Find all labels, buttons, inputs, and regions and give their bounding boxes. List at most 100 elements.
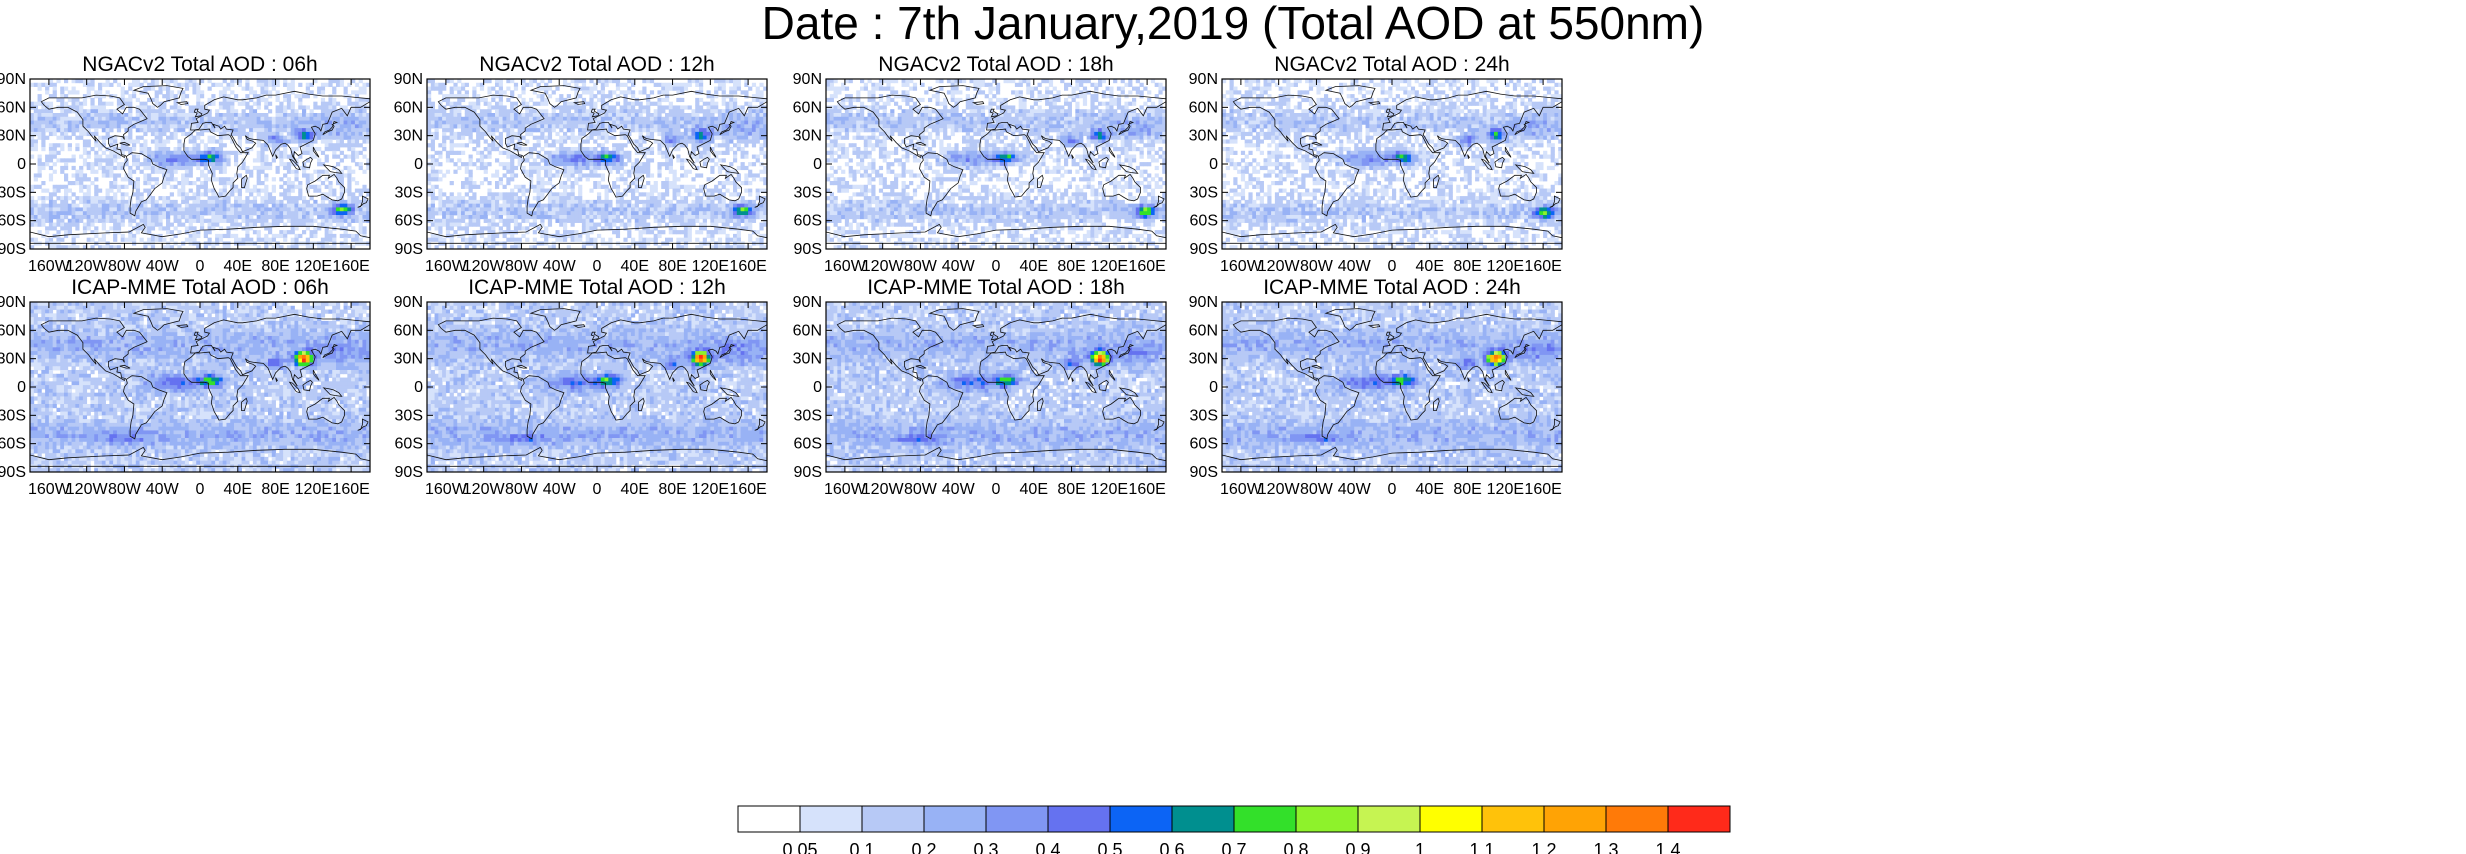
aod-cell — [461, 131, 466, 137]
aod-cell — [434, 120, 439, 125]
aod-cell — [649, 173, 655, 178]
aod-cell — [691, 199, 696, 205]
aod-cell — [184, 94, 190, 99]
aod-cell — [585, 150, 590, 155]
aod-cell — [245, 233, 250, 239]
aod-cell — [207, 79, 212, 84]
aod-cell — [56, 143, 61, 148]
aod-cell — [249, 97, 254, 103]
aod-cell — [449, 101, 454, 106]
aod-cell — [706, 109, 711, 114]
aod-cell — [691, 109, 696, 114]
aod-cell — [597, 113, 602, 118]
aod-cell — [457, 131, 462, 137]
aod-cell — [623, 192, 628, 197]
aod-cell — [324, 245, 329, 250]
aod-cell — [578, 177, 583, 182]
aod-cell — [215, 158, 220, 163]
aod-cell — [154, 79, 159, 84]
aod-cell — [665, 177, 670, 182]
aod-cell — [547, 192, 553, 197]
aod-cell — [683, 173, 689, 178]
aod-cell — [449, 211, 454, 216]
aod-cell — [513, 135, 519, 140]
aod-cell — [354, 94, 360, 99]
aod-cell — [320, 215, 326, 220]
aod-cell — [487, 90, 492, 95]
aod-cell — [166, 82, 171, 87]
aod-cell — [230, 150, 235, 155]
aod-cell — [483, 139, 488, 144]
aod-cell — [113, 177, 118, 182]
aod-cell — [298, 128, 303, 133]
aod-cell — [135, 124, 140, 129]
aod-cell — [230, 218, 235, 223]
aod-cell — [702, 158, 707, 163]
aod-cell — [309, 230, 314, 235]
aod-cell — [158, 116, 163, 121]
aod-cell — [502, 120, 507, 125]
aod-cell — [147, 154, 152, 159]
aod-cell — [672, 109, 677, 114]
aod-cell — [162, 113, 167, 118]
aod-cell — [79, 177, 84, 182]
aod-cell — [438, 113, 443, 118]
aod-cell — [309, 215, 314, 220]
aod-cell — [430, 109, 435, 114]
aod-cell — [733, 207, 738, 212]
aod-cell — [498, 139, 503, 144]
aod-cell — [665, 113, 670, 118]
aod-cell — [623, 211, 628, 216]
aod-cell — [751, 82, 757, 87]
aod-cell — [351, 215, 356, 220]
aod-cell — [529, 211, 534, 216]
aod-cell — [736, 116, 741, 121]
aod-cell — [290, 222, 295, 227]
aod-cell — [79, 196, 84, 201]
aod-cell — [324, 143, 329, 148]
aod-cell — [759, 124, 764, 129]
aod-cell — [506, 97, 511, 103]
aod-cell — [751, 124, 757, 129]
aod-cell — [430, 135, 435, 140]
aod-cell — [200, 162, 205, 167]
aod-cell — [109, 169, 114, 174]
aod-cell — [362, 188, 367, 193]
aod-cell — [706, 196, 711, 201]
aod-cell — [714, 184, 719, 189]
aod-cell — [226, 86, 231, 91]
aod-cell — [139, 203, 144, 208]
aod-cell — [736, 131, 741, 137]
aod-cell — [98, 94, 103, 99]
aod-cell — [532, 196, 537, 201]
aod-cell — [113, 150, 118, 155]
aod-cell — [634, 177, 639, 182]
aod-cell — [744, 173, 749, 178]
aod-cell — [597, 120, 602, 125]
aod-cell — [547, 158, 553, 163]
aod-cell — [132, 192, 137, 197]
aod-cell — [294, 116, 299, 121]
aod-cell — [759, 196, 764, 201]
aod-cell — [181, 94, 186, 99]
aod-cell — [457, 124, 462, 129]
aod-cell — [226, 105, 231, 110]
aod-cell — [237, 139, 242, 144]
aod-cell — [116, 154, 122, 159]
aod-cell — [135, 226, 140, 231]
aod-cell — [86, 192, 91, 197]
aod-cell — [351, 154, 356, 159]
aod-cell — [438, 109, 443, 114]
aod-cell — [563, 184, 568, 189]
aod-cell — [245, 135, 250, 140]
aod-cell — [218, 147, 224, 152]
aod-cell — [67, 124, 72, 129]
aod-cell — [608, 169, 613, 174]
aod-cell — [41, 222, 46, 227]
aod-cell — [479, 207, 485, 212]
aod-cell — [483, 165, 488, 171]
aod-cell — [120, 101, 125, 106]
aod-cell — [358, 101, 363, 106]
aod-cell — [597, 207, 602, 212]
aod-cell — [237, 199, 242, 205]
